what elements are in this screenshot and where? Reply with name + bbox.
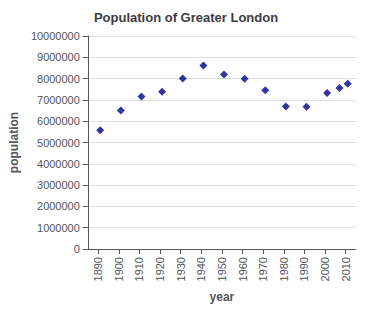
svg-text:4000000: 4000000 [37, 158, 80, 170]
svg-text:7000000: 7000000 [37, 94, 80, 106]
svg-text:1980: 1980 [278, 257, 290, 281]
svg-text:6000000: 6000000 [37, 115, 80, 127]
svg-text:2000000: 2000000 [37, 200, 80, 212]
svg-text:1910: 1910 [133, 257, 145, 281]
svg-text:1950: 1950 [216, 257, 228, 281]
svg-text:2000: 2000 [319, 257, 331, 281]
svg-text:1930: 1930 [175, 257, 187, 281]
svg-text:5000000: 5000000 [37, 137, 80, 149]
svg-text:Population of Greater London: Population of Greater London [94, 10, 278, 25]
svg-text:population: population [7, 112, 21, 173]
svg-text:1990: 1990 [298, 257, 310, 281]
svg-text:2010: 2010 [340, 257, 352, 281]
svg-text:year: year [210, 290, 235, 304]
svg-text:1940: 1940 [195, 257, 207, 281]
svg-text:1890: 1890 [92, 257, 104, 281]
svg-text:1920: 1920 [154, 257, 166, 281]
svg-text:1900: 1900 [113, 257, 125, 281]
svg-text:1970: 1970 [257, 257, 269, 281]
svg-text:9000000: 9000000 [37, 51, 80, 63]
svg-text:0: 0 [74, 243, 80, 255]
svg-text:1000000: 1000000 [37, 222, 80, 234]
svg-text:1960: 1960 [237, 257, 249, 281]
svg-text:10000000: 10000000 [31, 30, 80, 42]
svg-text:3000000: 3000000 [37, 179, 80, 191]
svg-text:8000000: 8000000 [37, 73, 80, 85]
